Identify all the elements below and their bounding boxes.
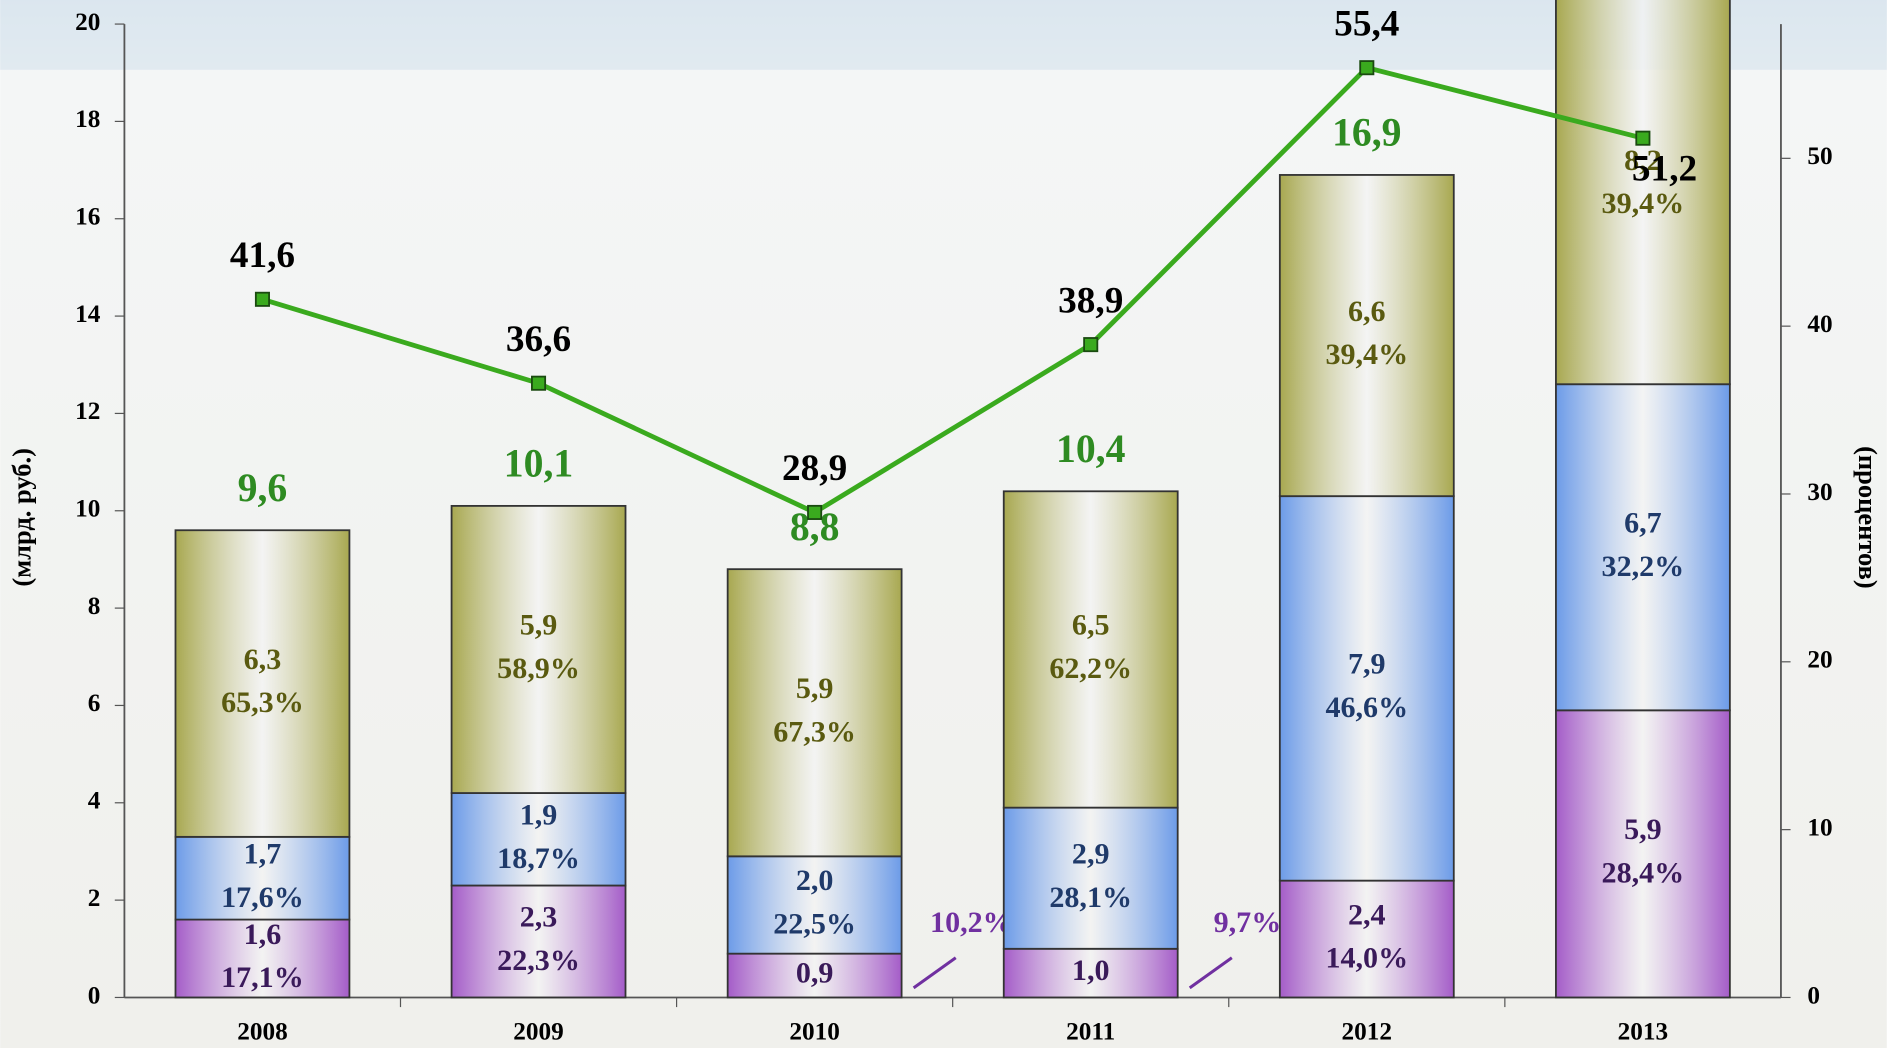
bar-segment xyxy=(726,568,903,858)
total-label: 16,9 xyxy=(1332,111,1401,155)
share-leader xyxy=(1188,956,1233,990)
share-label: 39,4% xyxy=(1602,186,1685,220)
line-label: 36,6 xyxy=(506,319,571,360)
y2-tick-label: 0 xyxy=(1807,981,1820,1009)
bar-segment xyxy=(1278,495,1455,882)
line-marker xyxy=(1635,130,1651,146)
y2-tick-label: 30 xyxy=(1807,478,1832,506)
bar-segment xyxy=(1002,947,1179,999)
bar-segment xyxy=(1278,174,1455,498)
bar-segment xyxy=(174,918,351,999)
share-label: 28,1% xyxy=(1049,880,1132,914)
y2-tick-label: 20 xyxy=(1807,646,1832,674)
share-label: 14,0% xyxy=(1325,941,1408,975)
segment-label: 1,9 xyxy=(520,798,558,832)
bar-segment xyxy=(174,835,351,921)
segment-label: 0,9 xyxy=(796,955,834,989)
x-tick-label: 2009 xyxy=(513,1017,564,1045)
y2-axis-label: (процентов) xyxy=(1853,446,1883,589)
share-label: 22,3% xyxy=(497,943,580,977)
share-label: 65,3% xyxy=(221,685,304,719)
y2-tick-label: 50 xyxy=(1807,142,1832,170)
y-tick-label: 18 xyxy=(75,105,100,133)
segment-label: 7,9 xyxy=(1348,647,1386,681)
share-label: 17,1% xyxy=(221,960,304,994)
y-tick-label: 0 xyxy=(88,981,101,1009)
share-label: 9,7% xyxy=(1214,905,1282,939)
x-tick-label: 2011 xyxy=(1066,1017,1115,1045)
total-label: 10,1 xyxy=(504,442,573,486)
segment-label: 5,9 xyxy=(1624,812,1662,846)
segment-label: 8,2 xyxy=(1624,143,1662,177)
segment-label: 1,0 xyxy=(1072,953,1110,987)
line-marker xyxy=(807,504,823,520)
bar-segment xyxy=(450,792,627,887)
bar-segment xyxy=(450,884,627,999)
line-label: 38,9 xyxy=(1058,280,1123,321)
y-tick-label: 16 xyxy=(75,203,100,231)
y-tick-label: 2 xyxy=(88,884,101,912)
segment-label: 2,0 xyxy=(796,863,834,897)
share-label: 28,4% xyxy=(1602,855,1685,889)
y-tick-label: 12 xyxy=(75,397,100,425)
line-label: 28,9 xyxy=(782,448,847,489)
share-label: 17,6% xyxy=(221,880,304,914)
share-label: 22,5% xyxy=(773,907,856,941)
y-tick-label: 4 xyxy=(88,787,101,815)
bar-segment xyxy=(1002,806,1179,950)
share-label: 46,6% xyxy=(1325,690,1408,724)
y-tick-label: 20 xyxy=(75,8,100,36)
share-label: 32,2% xyxy=(1602,549,1685,583)
line xyxy=(261,65,1644,516)
y2-tick-label: 40 xyxy=(1807,310,1832,338)
segment-label: 2,3 xyxy=(520,900,558,934)
bar-segment xyxy=(1555,383,1731,712)
bar-segment xyxy=(726,952,903,999)
segment-label: 5,9 xyxy=(520,608,558,642)
share-label: 10,2% xyxy=(930,905,1013,939)
segment-label: 6,6 xyxy=(1348,294,1386,328)
line-label: 55,4 xyxy=(1334,3,1399,44)
y-tick-label: 14 xyxy=(75,300,101,328)
bar-segment xyxy=(1555,709,1731,999)
segment-label: 5,9 xyxy=(796,671,834,705)
y-axis-label: (млрд. руб.) xyxy=(6,448,36,587)
x-tick-label: 2010 xyxy=(789,1017,840,1045)
total-label: 10,4 xyxy=(1056,427,1126,471)
line-label: 41,6 xyxy=(230,235,295,276)
share-label: 18,7% xyxy=(497,841,580,875)
segment-label: 1,6 xyxy=(244,917,282,951)
segment-label: 6,5 xyxy=(1072,608,1110,642)
share-label: 62,2% xyxy=(1049,651,1132,685)
line-label: 51,2 xyxy=(1632,148,1697,189)
segment-label: 2,9 xyxy=(1072,836,1110,870)
share-label: 58,9% xyxy=(497,651,580,685)
y-tick-label: 8 xyxy=(88,592,101,620)
segment-label: 1,7 xyxy=(244,836,282,870)
line-marker xyxy=(531,375,547,391)
x-tick-label: 2013 xyxy=(1618,1017,1669,1045)
x-tick-label: 2012 xyxy=(1342,1017,1393,1045)
line-marker xyxy=(254,291,270,307)
segment-label: 6,3 xyxy=(244,642,282,676)
y-tick-label: 10 xyxy=(75,495,100,523)
y2-tick-label: 10 xyxy=(1807,813,1832,841)
line-marker xyxy=(1083,337,1099,353)
y-tick-label: 6 xyxy=(88,689,101,717)
bar-segment xyxy=(1555,0,1731,386)
bar-segment xyxy=(1002,490,1179,809)
x-tick-label: 2008 xyxy=(237,1017,288,1045)
share-label: 67,3% xyxy=(773,714,856,748)
bar-segment xyxy=(1278,879,1455,999)
bar-segment xyxy=(450,504,627,794)
total-label: 9,6 xyxy=(238,466,288,510)
bar-segment xyxy=(174,529,351,838)
bar-segment xyxy=(726,855,903,955)
share-label: 39,4% xyxy=(1325,337,1408,371)
segment-label: 2,4 xyxy=(1348,897,1386,931)
segment-label: 6,7 xyxy=(1624,506,1662,540)
line-marker xyxy=(1359,60,1375,76)
share-leader xyxy=(912,956,957,990)
